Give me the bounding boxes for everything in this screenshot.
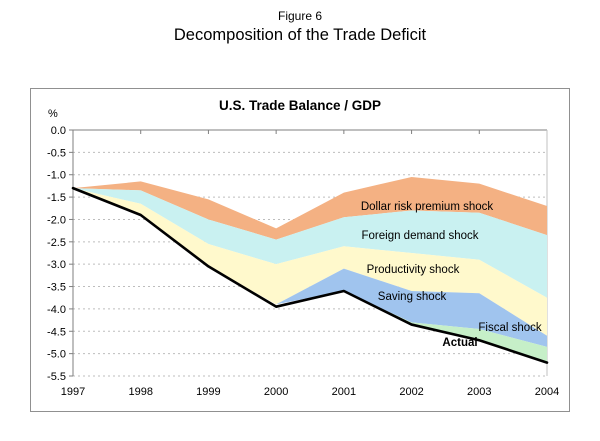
page-title: Decomposition of the Trade Deficit xyxy=(173,26,427,44)
x-tick-label-2: 1999 xyxy=(196,386,220,398)
band-label-dollar-risk-premium-shock: Dollar risk premium shock xyxy=(361,201,494,213)
band-saving-shock xyxy=(73,188,547,347)
y-tick-label-5: -2.5 xyxy=(47,237,66,249)
band-label-saving-shock: Saving shock xyxy=(378,291,447,303)
band-fiscal-shock xyxy=(73,188,547,363)
y-tick-label-0: 0.0 xyxy=(51,125,66,137)
figure-number: Figure 6 xyxy=(277,9,323,23)
band-foreign-demand-shock xyxy=(73,188,547,298)
x-tick-label-5: 2002 xyxy=(399,386,423,398)
x-tick-label-1: 1998 xyxy=(128,386,152,398)
y-tick-label-1: -0.5 xyxy=(47,147,66,159)
band-label-productivity-shock: Productivity shock xyxy=(367,264,460,276)
actual-line-label: Actual xyxy=(442,337,477,349)
band-productivity-shock xyxy=(73,188,547,336)
y-tick-label-7: -3.5 xyxy=(47,282,66,294)
chart-title: U.S. Trade Balance / GDP xyxy=(219,98,381,113)
band-label-foreign-demand-shock: Foreign demand shock xyxy=(362,230,479,242)
band-dollar-risk-premium-shock xyxy=(73,176,547,240)
x-tick-label-4: 2001 xyxy=(332,386,356,398)
y-tick-label-4: -2.0 xyxy=(47,214,66,226)
x-tick-label-3: 2000 xyxy=(264,386,288,398)
y-tick-label-11: -5.5 xyxy=(47,371,66,383)
actual-line xyxy=(71,186,549,364)
y-tick-label-2: -1.0 xyxy=(47,170,66,182)
y-tick-label-9: -4.5 xyxy=(47,326,66,338)
x-tick-label-0: 1997 xyxy=(61,386,85,398)
y-tick-label-10: -5.0 xyxy=(47,349,66,361)
x-tick-label-7: 2004 xyxy=(535,386,559,398)
band-label-fiscal-shock: Fiscal shock xyxy=(478,322,542,334)
y-tick-label-3: -1.5 xyxy=(47,192,66,204)
y-axis-unit-label: % xyxy=(48,108,58,120)
y-tick-label-6: -3.0 xyxy=(47,259,66,271)
x-tick-label-6: 2003 xyxy=(467,386,491,398)
y-tick-label-8: -4.0 xyxy=(47,304,66,316)
